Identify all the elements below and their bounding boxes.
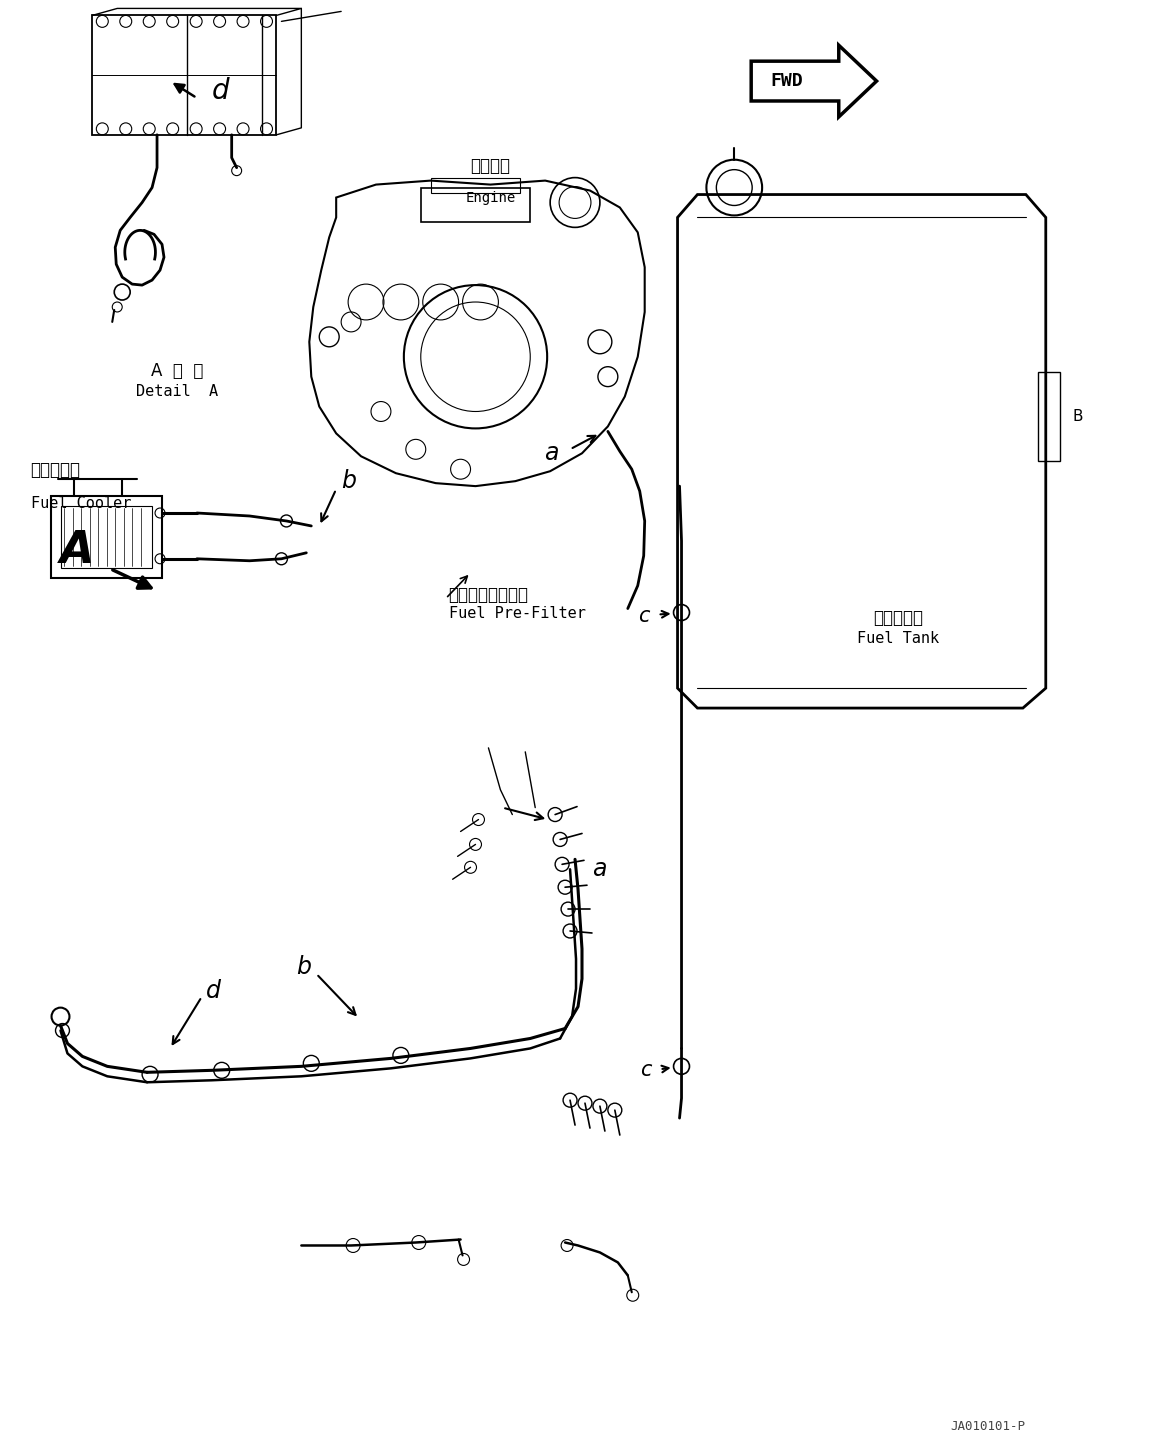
Bar: [50, 497, 162, 578]
Text: A  詳  細: A 詳 細: [151, 362, 204, 380]
Text: c: c: [638, 605, 650, 625]
Bar: [60, 505, 152, 567]
Text: Fuel Cooler: Fuel Cooler: [30, 497, 131, 511]
Text: c: c: [640, 1060, 651, 1080]
Text: b: b: [342, 469, 357, 494]
Bar: [92, 16, 277, 134]
Text: B: B: [1072, 409, 1083, 425]
Text: Fuel Tank: Fuel Tank: [857, 631, 940, 645]
Text: d: d: [212, 77, 229, 105]
Text: b: b: [295, 954, 311, 979]
Text: Detail  A: Detail A: [136, 384, 217, 399]
Text: a: a: [592, 858, 606, 881]
Text: エンジン: エンジン: [471, 156, 511, 175]
Text: Fuel Pre-Filter: Fuel Pre-Filter: [449, 605, 585, 621]
Text: 燃料タンク: 燃料タンク: [873, 609, 923, 628]
Text: A: A: [60, 530, 94, 572]
Text: d: d: [206, 979, 221, 1002]
Bar: [430, 178, 520, 192]
Text: 燃料クーラ: 燃料クーラ: [30, 461, 80, 479]
Text: a: a: [543, 442, 558, 465]
Text: JA010101-P: JA010101-P: [950, 1419, 1026, 1432]
Text: 燃料プレフィルタ: 燃料プレフィルタ: [449, 586, 529, 604]
Bar: [421, 188, 530, 222]
Bar: [1037, 371, 1059, 461]
Text: FWD: FWD: [771, 72, 804, 90]
Text: Engine: Engine: [465, 191, 515, 205]
